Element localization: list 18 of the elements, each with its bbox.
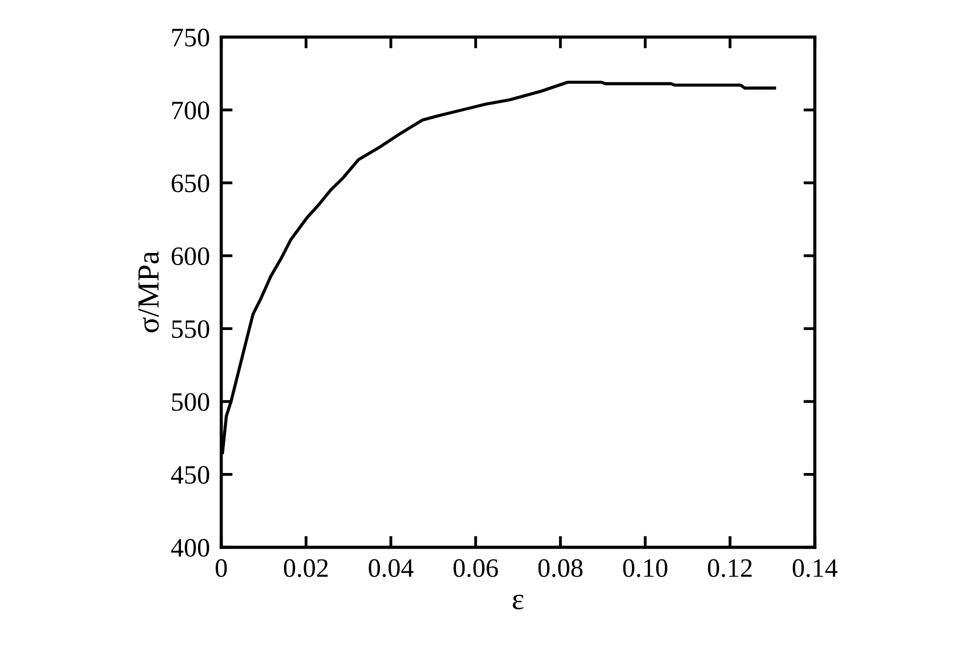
x-tick-label: 0.12: [708, 559, 752, 578]
x-tick-label: 0.10: [623, 559, 668, 578]
x-tick-label: 0: [216, 559, 227, 577]
x-tick-label: 0.06: [454, 559, 498, 578]
y-tick-label: 450: [171, 466, 210, 484]
y-tick-label: 550: [172, 320, 210, 338]
y-tick-label: 600: [172, 247, 210, 266]
y-tick-label: 500: [172, 393, 210, 411]
x-tick-label: 0.02: [284, 559, 328, 578]
x-tick-label: 0.14: [792, 559, 838, 578]
y-tick-label: 750: [172, 28, 210, 46]
y-tick-label: 650: [172, 174, 210, 192]
x-axis-title: ε: [512, 594, 524, 610]
y-axis-title: σ/MPa: [138, 251, 159, 332]
x-tick-label: 0.04: [368, 559, 414, 578]
y-tick-label: 700: [172, 102, 210, 120]
x-tick-label: 0.08: [538, 559, 583, 578]
y-tick-label: 400: [171, 538, 210, 557]
